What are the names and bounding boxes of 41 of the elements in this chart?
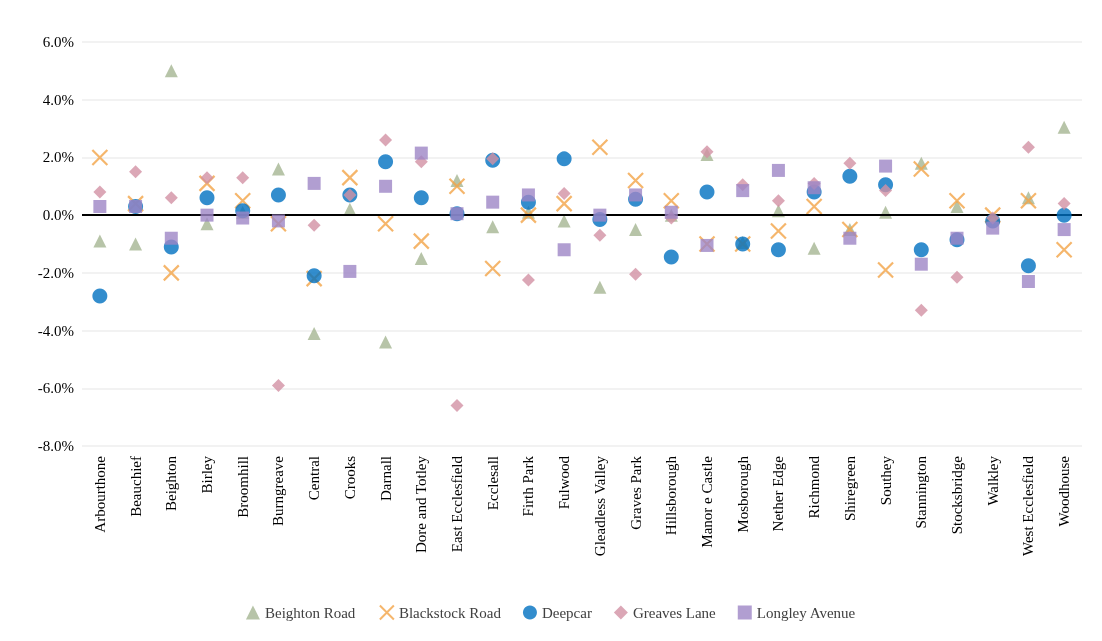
x-tick-label: Dore and Totley bbox=[413, 455, 430, 553]
y-tick-label: -4.0% bbox=[37, 322, 74, 339]
x-tick-label: Darnall bbox=[377, 456, 394, 501]
x-tick-label: Woodhouse bbox=[1056, 455, 1073, 527]
x-tick-label: Beauchief bbox=[127, 456, 144, 517]
y-tick-label: -8.0% bbox=[37, 438, 74, 454]
x-tick-label: Central bbox=[306, 456, 323, 501]
x-tick-label: Graves Park bbox=[627, 455, 644, 530]
x-tick-label: Birley bbox=[199, 455, 215, 494]
legend-label: Deepcar bbox=[541, 604, 592, 621]
x-tick-label: Beighton bbox=[163, 455, 180, 511]
legend-label: Blackstock Road bbox=[398, 604, 502, 621]
x-tick-label: Nether Edge bbox=[770, 455, 787, 532]
x-tick-label: Arbourthone bbox=[91, 455, 108, 533]
y-tick-label: -2.0% bbox=[37, 264, 74, 281]
x-tick-label: Ecclesall bbox=[484, 456, 501, 511]
y-tick-label: 6.0% bbox=[42, 34, 74, 50]
x-tick-label: Gleadless Valley bbox=[591, 455, 608, 557]
legend-label: Beighton Road bbox=[264, 604, 356, 621]
x-tick-label: Manor e Castle bbox=[699, 455, 715, 548]
x-tick-label: Richmond bbox=[806, 455, 823, 519]
x-tick-label: West Ecclesfield bbox=[1020, 455, 1037, 556]
x-tick-label: Stocksbridge bbox=[949, 455, 965, 535]
legend-label: Greaves Lane bbox=[632, 604, 717, 621]
y-tick-label: 4.0% bbox=[42, 91, 74, 108]
x-tick-label: Shiregreen bbox=[841, 455, 858, 521]
y-tick-label: 0.0% bbox=[42, 207, 74, 224]
x-tick-label: Southey bbox=[877, 455, 894, 506]
x-tick-label: Mosborough bbox=[734, 455, 751, 533]
x-tick-label: East Ecclesfield bbox=[449, 455, 465, 553]
x-tick-label: Burngreave bbox=[270, 455, 287, 526]
x-tick-label: Hillsborough bbox=[663, 455, 680, 536]
x-tick-label: Crooks bbox=[341, 455, 358, 500]
y-tick-label: 2.0% bbox=[42, 149, 74, 166]
x-tick-label: Fulwood bbox=[556, 455, 573, 510]
y-tick-label: -6.0% bbox=[37, 380, 74, 397]
legend-label: Longley Avenue bbox=[756, 604, 856, 621]
x-tick-label: Broomhill bbox=[234, 456, 251, 518]
x-tick-label: Firth Park bbox=[520, 455, 537, 517]
x-tick-label: Stannington bbox=[913, 455, 930, 529]
x-tick-label: Walkley bbox=[984, 455, 1001, 506]
